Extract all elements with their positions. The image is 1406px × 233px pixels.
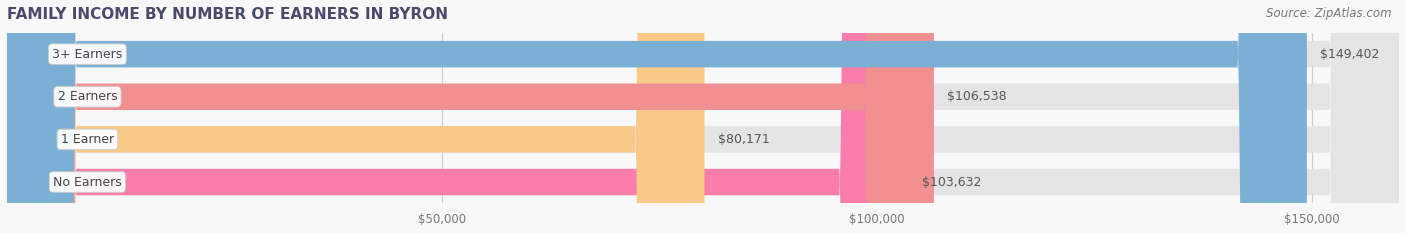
Text: FAMILY INCOME BY NUMBER OF EARNERS IN BYRON: FAMILY INCOME BY NUMBER OF EARNERS IN BY…	[7, 7, 449, 22]
FancyBboxPatch shape	[7, 0, 934, 233]
FancyBboxPatch shape	[7, 0, 1399, 233]
Text: Source: ZipAtlas.com: Source: ZipAtlas.com	[1267, 7, 1392, 20]
Text: $149,402: $149,402	[1320, 48, 1379, 61]
FancyBboxPatch shape	[7, 0, 908, 233]
FancyBboxPatch shape	[7, 0, 704, 233]
FancyBboxPatch shape	[7, 0, 1399, 233]
FancyBboxPatch shape	[7, 0, 1399, 233]
Text: No Earners: No Earners	[53, 175, 122, 188]
Text: $106,538: $106,538	[948, 90, 1007, 103]
Text: 3+ Earners: 3+ Earners	[52, 48, 122, 61]
FancyBboxPatch shape	[7, 0, 1306, 233]
Text: $103,632: $103,632	[922, 175, 981, 188]
FancyBboxPatch shape	[7, 0, 1399, 233]
Text: $80,171: $80,171	[717, 133, 769, 146]
Text: 1 Earner: 1 Earner	[60, 133, 114, 146]
Text: 2 Earners: 2 Earners	[58, 90, 117, 103]
